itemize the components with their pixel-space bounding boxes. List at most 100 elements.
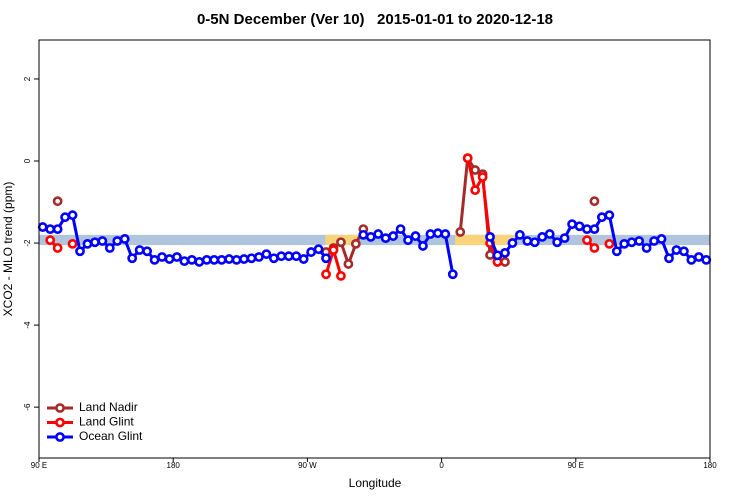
data-point <box>679 246 689 257</box>
data-point <box>52 196 63 207</box>
data-point <box>104 243 115 253</box>
data-point <box>298 254 309 264</box>
data-point <box>45 235 56 246</box>
data-point <box>604 238 615 249</box>
data-point <box>149 254 160 265</box>
data-point <box>201 254 212 265</box>
data-point <box>283 251 294 262</box>
data-point <box>321 253 331 264</box>
data-point <box>37 222 48 232</box>
legend-label: Land Nadir <box>79 400 138 414</box>
data-point <box>440 229 451 239</box>
data-point <box>216 254 227 265</box>
data-point <box>194 257 205 267</box>
data-point <box>410 231 421 241</box>
legend-marker <box>55 432 65 442</box>
data-point <box>119 234 130 244</box>
data-point <box>418 241 428 251</box>
x-tick-label: 180 <box>703 461 717 470</box>
data-point <box>127 253 138 264</box>
data-point <box>179 256 190 267</box>
data-point <box>52 224 63 235</box>
data-point <box>537 231 548 242</box>
data-point <box>373 229 384 239</box>
data-point <box>82 238 93 249</box>
data-point <box>350 238 361 249</box>
legend-marker <box>55 417 65 428</box>
data-point <box>60 212 70 223</box>
y-tick-label: 2 <box>23 76 32 81</box>
data-point <box>567 219 577 230</box>
data-point <box>380 233 391 244</box>
legend-label: Land Glint <box>79 415 134 429</box>
data-point <box>649 236 659 246</box>
data-point <box>164 254 175 264</box>
data-point <box>112 236 123 246</box>
data-point <box>500 247 510 258</box>
data-point <box>529 237 540 248</box>
data-point <box>477 172 488 182</box>
data-point <box>142 246 153 257</box>
data-point <box>589 243 600 253</box>
data-point <box>313 244 324 255</box>
data-point <box>641 243 652 253</box>
data-point <box>470 165 481 175</box>
data-point <box>626 237 637 248</box>
data-point <box>589 224 600 235</box>
data-point <box>157 252 167 262</box>
data-point <box>134 245 145 255</box>
data-point <box>693 252 704 262</box>
y-tick-label: -2 <box>23 239 32 247</box>
data-point <box>559 233 570 244</box>
data-point <box>619 238 630 249</box>
y-tick-label: 0 <box>23 158 32 163</box>
data-point <box>485 231 495 242</box>
x-tick-label: 0 <box>439 461 444 470</box>
highlight <box>455 234 515 246</box>
data-point <box>470 185 481 196</box>
data-point <box>90 237 100 248</box>
data-point <box>254 252 264 262</box>
data-point <box>701 254 712 265</box>
data-point <box>500 257 510 267</box>
data-point <box>246 253 257 264</box>
data-point <box>455 227 466 237</box>
y-axis-label: XCO2 - MLO trend (ppm) <box>1 182 15 317</box>
data-point <box>75 246 85 257</box>
data-point <box>336 270 346 281</box>
data-point <box>239 254 249 264</box>
data-point <box>67 238 78 249</box>
data-point <box>336 237 346 248</box>
x-tick-label: 90 E <box>568 461 584 470</box>
y-tick-label: -4 <box>23 321 32 329</box>
data-point <box>45 224 56 235</box>
data-point <box>186 254 197 265</box>
data-point <box>67 210 78 221</box>
data-point <box>432 228 443 239</box>
data-point <box>462 153 473 164</box>
data-point <box>604 210 615 221</box>
data-point <box>306 247 317 257</box>
data-point <box>97 236 108 246</box>
data-point <box>611 246 622 257</box>
data-point <box>507 238 518 248</box>
data-point <box>514 229 525 240</box>
data-point <box>447 269 458 280</box>
plot-frame <box>38 39 711 459</box>
data-point <box>343 259 354 269</box>
data-point <box>209 254 220 265</box>
data-point <box>276 251 287 262</box>
data-point <box>321 269 331 280</box>
x-axis-label: Longitude <box>349 476 402 490</box>
data-point <box>686 254 697 265</box>
y-tick-label: -6 <box>23 403 32 411</box>
data-point <box>395 224 406 235</box>
data-point <box>291 251 302 262</box>
data-point <box>403 235 413 246</box>
data-point <box>261 249 272 260</box>
data-point <box>522 236 533 246</box>
legend-label: Ocean Glint <box>79 429 143 443</box>
data-point <box>358 229 369 240</box>
data-point <box>582 224 592 235</box>
